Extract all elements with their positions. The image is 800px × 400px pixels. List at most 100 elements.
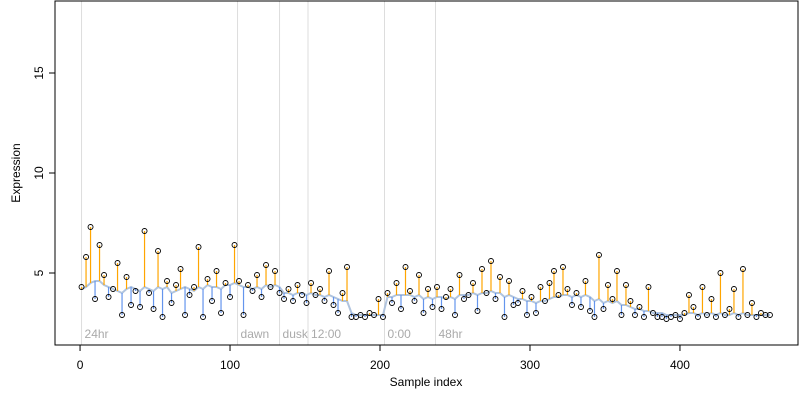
point: [461, 296, 467, 302]
point: [600, 306, 607, 312]
segment-label: dusk: [283, 327, 309, 341]
point: [101, 272, 107, 278]
point: [371, 312, 377, 318]
point: [96, 242, 103, 248]
x-tick-label: 100: [220, 358, 240, 372]
point: [128, 302, 134, 308]
y-axis-title: Expression: [9, 143, 23, 202]
point: [83, 254, 89, 260]
x-tick-label: 300: [520, 358, 540, 372]
point: [375, 296, 382, 302]
point: [677, 316, 683, 322]
point: [506, 278, 512, 284]
point: [303, 300, 310, 306]
point: [186, 292, 193, 298]
point: [699, 284, 706, 290]
point: [411, 298, 418, 304]
point: [150, 306, 157, 312]
point: [245, 282, 251, 288]
point: [708, 296, 715, 302]
point: [609, 296, 616, 302]
point: [713, 314, 719, 320]
point: [587, 308, 593, 314]
point: [254, 272, 260, 278]
point: [501, 314, 508, 320]
point: [726, 306, 733, 312]
point: [339, 290, 346, 296]
point: [380, 314, 386, 320]
point: [236, 278, 242, 284]
point: [285, 286, 292, 292]
point: [159, 314, 166, 320]
point: [258, 294, 265, 300]
point: [272, 268, 278, 274]
point: [290, 298, 296, 304]
point: [591, 314, 598, 320]
point: [425, 286, 431, 292]
point: [294, 282, 301, 288]
point: [308, 280, 314, 286]
point: [614, 268, 620, 274]
point: [267, 284, 274, 290]
point: [569, 302, 575, 308]
point: [204, 276, 211, 282]
point: [398, 306, 404, 312]
point: [515, 300, 521, 306]
point: [276, 290, 283, 296]
point: [690, 304, 697, 310]
point: [524, 312, 530, 318]
point: [465, 292, 472, 298]
point: [218, 310, 224, 316]
point: [722, 312, 728, 318]
point: [731, 286, 737, 292]
point: [596, 252, 602, 258]
point: [488, 258, 494, 264]
point: [542, 298, 548, 304]
point: [132, 288, 139, 294]
point: [497, 274, 503, 280]
point: [650, 310, 656, 316]
point: [533, 310, 539, 316]
point: [299, 292, 305, 298]
segment-label: 12:00: [311, 327, 341, 341]
point: [528, 294, 535, 300]
point: [173, 282, 179, 288]
point: [407, 288, 413, 294]
point: [114, 260, 121, 266]
point: [389, 300, 395, 306]
point: [348, 314, 355, 320]
point: [168, 300, 175, 306]
point: [231, 242, 238, 248]
point: [672, 312, 679, 318]
segment-label: 24hr: [85, 327, 109, 341]
point: [681, 310, 688, 316]
point: [564, 286, 571, 292]
x-tick-label: 200: [370, 358, 390, 372]
point: [492, 296, 499, 302]
point: [213, 268, 220, 274]
point: [632, 312, 638, 318]
point: [474, 308, 481, 314]
point: [384, 290, 391, 296]
point: [618, 312, 625, 318]
point: [695, 314, 701, 320]
point: [393, 280, 400, 286]
point: [717, 270, 724, 276]
point: [137, 304, 143, 310]
point: [704, 312, 710, 318]
y-tick-label: 15: [32, 66, 46, 80]
point: [209, 298, 215, 304]
point: [636, 304, 643, 310]
point: [555, 292, 562, 298]
point: [362, 314, 368, 320]
point: [141, 228, 148, 234]
point: [326, 268, 332, 274]
point: [330, 302, 337, 308]
segment-label: dawn: [241, 327, 270, 341]
point: [429, 304, 436, 310]
point: [767, 312, 773, 318]
point: [627, 298, 634, 304]
y-tick-label: 5: [32, 269, 46, 276]
point: [686, 292, 692, 298]
point: [78, 284, 85, 290]
